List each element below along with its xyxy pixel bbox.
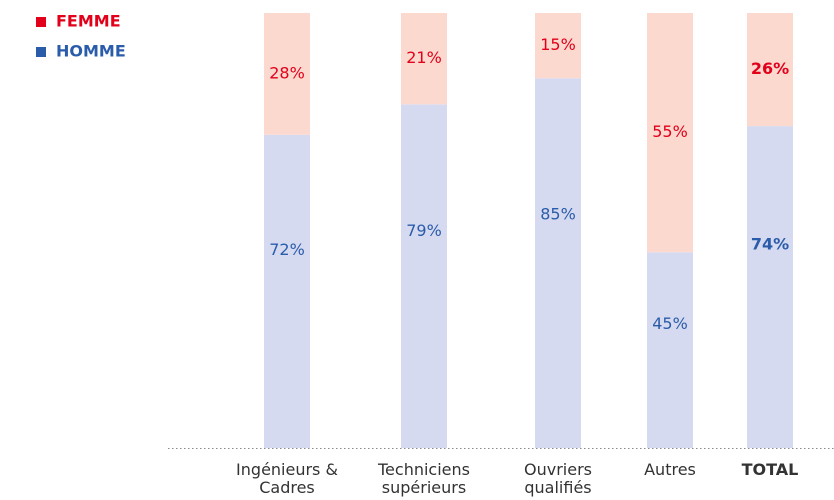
bar-segment xyxy=(264,13,310,135)
x-tick-label: TOTAL xyxy=(741,460,799,479)
x-tick-label: Ouvriers qualifiés xyxy=(524,460,592,497)
bar-segment xyxy=(647,13,693,253)
data-label: 79% xyxy=(406,221,442,240)
legend-label: HOMME xyxy=(56,42,126,61)
legend-swatch xyxy=(36,17,46,27)
data-label: 26% xyxy=(751,59,789,78)
bar-segment xyxy=(647,252,693,448)
bar-segment xyxy=(535,78,581,448)
data-label: 28% xyxy=(269,63,305,82)
data-label: 15% xyxy=(540,35,576,54)
bar-segment xyxy=(264,134,310,449)
x-tick-label: Autres xyxy=(644,460,696,479)
data-label: 74% xyxy=(751,235,789,254)
x-tick-label: Ingénieurs & Cadres xyxy=(236,460,338,497)
data-label: 55% xyxy=(652,122,688,141)
bar-segment xyxy=(747,13,793,127)
legend-label: FEMME xyxy=(56,12,121,31)
bar-segment xyxy=(401,13,447,105)
data-label: 45% xyxy=(652,314,688,333)
bar-segment xyxy=(747,126,793,448)
x-tick-label: Techniciens supérieurs xyxy=(378,460,470,497)
data-label: 85% xyxy=(540,205,576,224)
bar-segment xyxy=(535,13,581,79)
legend-swatch xyxy=(36,47,46,57)
bar-segment xyxy=(401,104,447,448)
data-label: 21% xyxy=(406,48,442,67)
data-label: 72% xyxy=(269,240,305,259)
